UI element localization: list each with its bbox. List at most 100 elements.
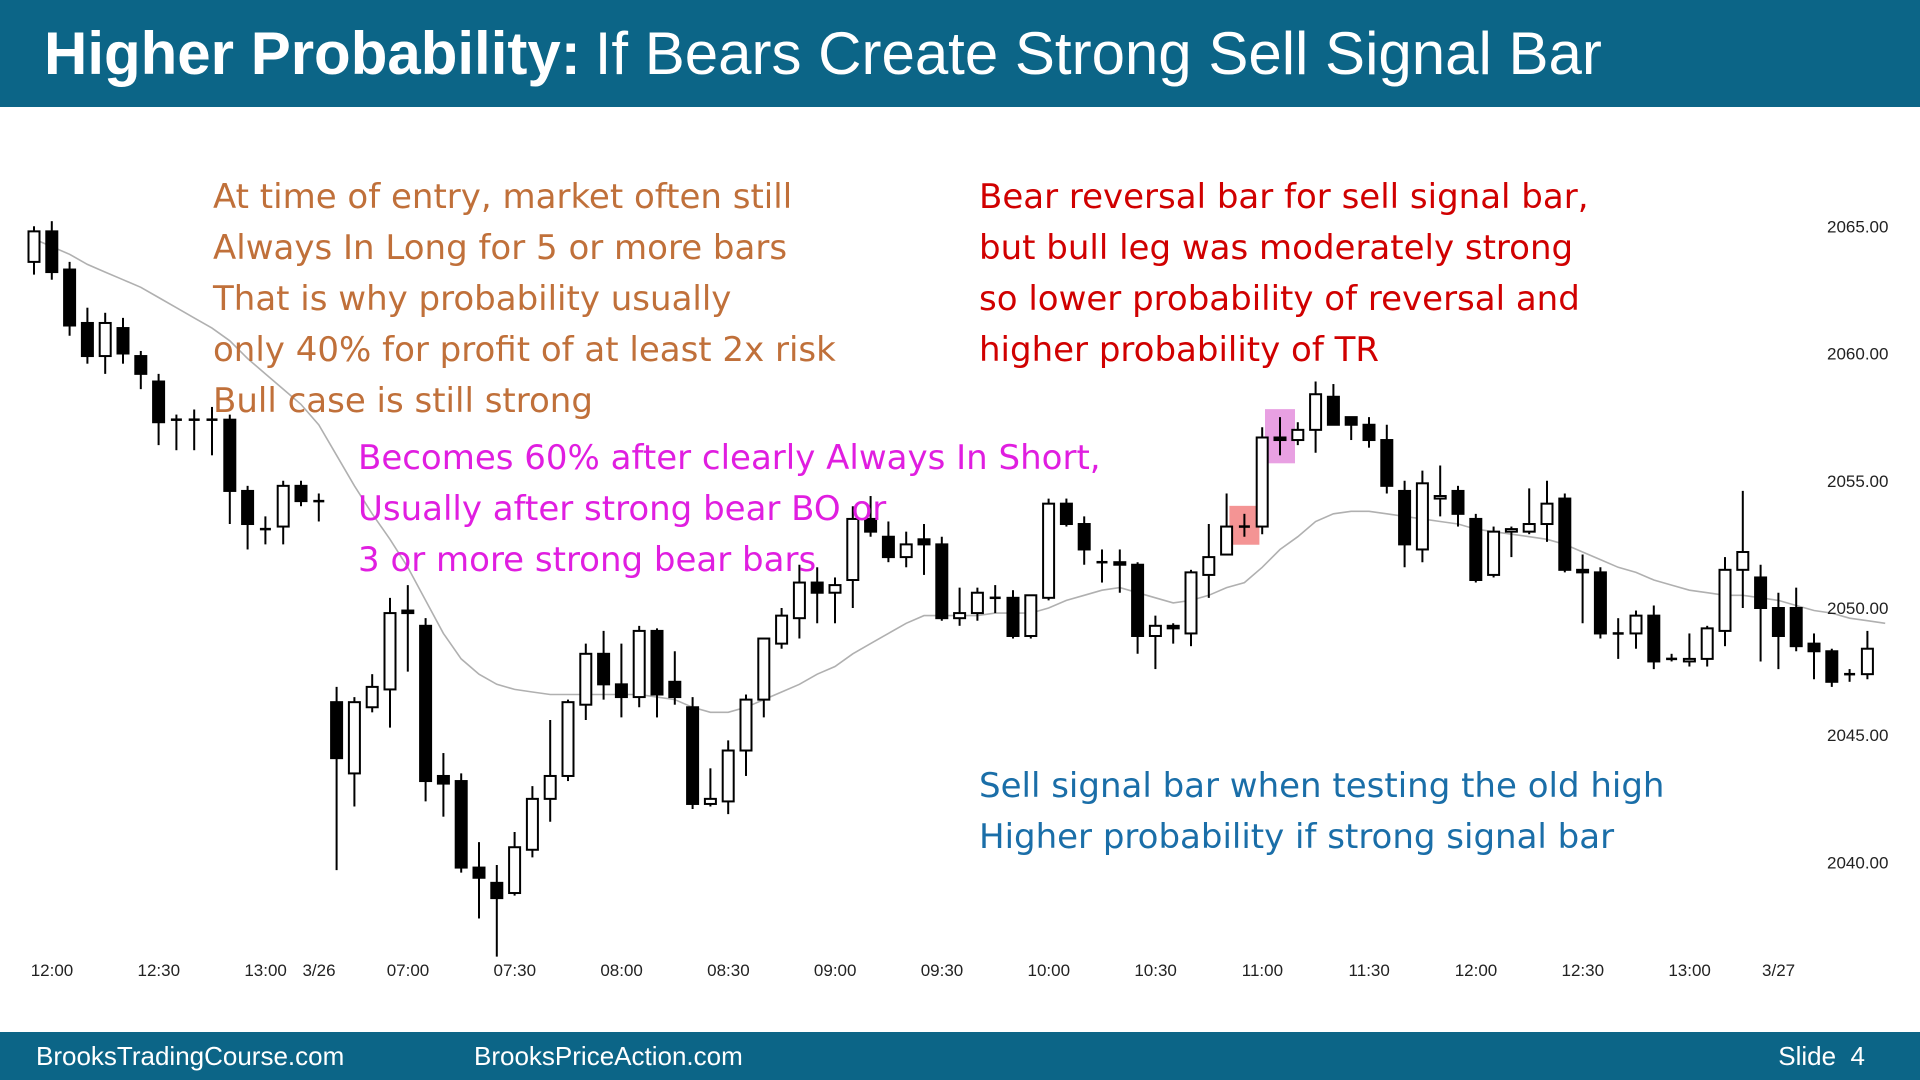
candle — [1380, 424, 1394, 494]
candle-body-bull — [1629, 614, 1643, 635]
x-tick-label: 08:30 — [707, 961, 750, 980]
x-tick-label: 3/26 — [302, 961, 335, 980]
candle-body-bear — [80, 321, 94, 358]
candle — [1148, 615, 1162, 670]
annotation-line: Sell signal bar when testing the old hig… — [979, 766, 1665, 806]
candle — [223, 414, 237, 525]
candle-body-bull — [508, 846, 522, 895]
candle — [259, 516, 271, 545]
candle — [1273, 417, 1287, 456]
x-tick-label: 12:00 — [31, 961, 74, 980]
candle-body-bull — [1220, 525, 1234, 556]
candle-body-bear — [1807, 642, 1821, 653]
x-tick-label: 10:00 — [1028, 961, 1071, 980]
candle-body-bear — [1647, 614, 1661, 663]
axis-labels: 2065.00 2060.00 2055.00 2050.00 2045.00 2040.… — [31, 217, 1889, 980]
candle-body-bull — [1415, 482, 1429, 551]
candle-body-bull — [1522, 523, 1536, 533]
candle — [668, 651, 682, 705]
candle-body-bull — [1504, 528, 1518, 533]
annotation-line: That is why probability usually — [213, 279, 732, 319]
candle-body-bull — [1487, 530, 1501, 576]
candle-body-bear — [152, 380, 166, 424]
candle-body-bull — [1860, 647, 1874, 676]
candle — [935, 536, 949, 621]
candle — [597, 630, 611, 700]
price-chart: 2065.00 2060.00 2055.00 2050.00 2045.00 2040.… — [27, 217, 1889, 980]
x-tick-label: 09:30 — [921, 961, 964, 980]
candle — [63, 261, 77, 336]
slide-title-bold: Higher Probability: — [44, 20, 581, 87]
candle — [1789, 587, 1803, 652]
y-tick-label: 2060.00 — [1827, 345, 1888, 364]
candle-body-bear — [864, 517, 878, 533]
annotation-line: At time of entry, market often still — [213, 177, 793, 217]
candle-body-bear — [614, 683, 628, 699]
candle — [472, 842, 486, 919]
candles-layer — [27, 221, 1874, 957]
candle — [686, 697, 700, 810]
candle — [490, 865, 504, 957]
candle-body-bull — [775, 614, 789, 645]
candle-body-bull — [561, 701, 575, 777]
candle — [1612, 618, 1624, 659]
x-tick-label: 12:00 — [1455, 961, 1498, 980]
candle-body-bear — [686, 706, 700, 805]
y-tick-label: 2065.00 — [1827, 217, 1888, 236]
candle — [1700, 625, 1714, 667]
candle-body-bear — [1469, 517, 1483, 582]
candle-body-bull — [525, 797, 539, 851]
title-bar: Higher Probability: If Bears Create Stro… — [0, 0, 1920, 107]
candle-body-bear — [330, 701, 344, 760]
candle-body-bear — [1113, 561, 1127, 566]
candle-body-bull — [1309, 393, 1323, 431]
candle — [313, 493, 325, 522]
candle-body-bear — [63, 268, 77, 327]
candle — [1647, 605, 1661, 670]
candle-body-bull — [27, 230, 41, 263]
candle — [1326, 384, 1340, 426]
candle — [721, 740, 735, 815]
candle-body-bear — [1362, 423, 1376, 442]
candle — [1844, 669, 1856, 682]
candle-body-bull — [721, 749, 735, 803]
candle — [347, 697, 361, 807]
candle-body-bull — [1042, 502, 1056, 599]
candle — [1184, 569, 1198, 647]
candle — [188, 409, 200, 451]
footer-bar: BrooksTradingCourse.com BrooksPriceActio… — [0, 1032, 1920, 1080]
candle-body-bear — [1825, 650, 1839, 683]
candle-body-bull — [703, 797, 717, 805]
x-tick-label: 12:30 — [138, 961, 181, 980]
candle-body-bear — [597, 652, 611, 686]
candle — [330, 686, 344, 871]
candle-body-bear — [436, 774, 450, 785]
candle — [1629, 610, 1643, 649]
candle — [1736, 490, 1750, 608]
candle-body-bull — [792, 581, 806, 620]
candle-body-bear — [134, 355, 148, 375]
candle-body-bear — [1326, 395, 1340, 426]
candle — [1113, 549, 1127, 593]
x-tick-label: 09:00 — [814, 961, 857, 980]
candle — [152, 373, 166, 446]
candle — [1166, 623, 1180, 644]
annotation-line: 3 or more strong bear bars — [358, 540, 817, 580]
candle — [27, 226, 41, 275]
candle — [1504, 526, 1518, 558]
candle — [80, 307, 94, 364]
candle-body-bear — [401, 609, 415, 615]
candle-body-bull — [739, 698, 753, 752]
candle-body-bear — [1593, 571, 1607, 635]
candle — [1433, 465, 1447, 517]
candle — [1131, 562, 1145, 654]
candle — [1220, 493, 1234, 556]
candle — [1540, 480, 1554, 542]
candle-body-bear — [116, 327, 130, 355]
candle-body-bear — [294, 484, 308, 503]
candle — [1255, 427, 1269, 535]
candle-body-bull — [1291, 428, 1305, 442]
candle-body-bull — [846, 517, 860, 582]
candle — [294, 480, 308, 507]
candle — [525, 786, 539, 858]
